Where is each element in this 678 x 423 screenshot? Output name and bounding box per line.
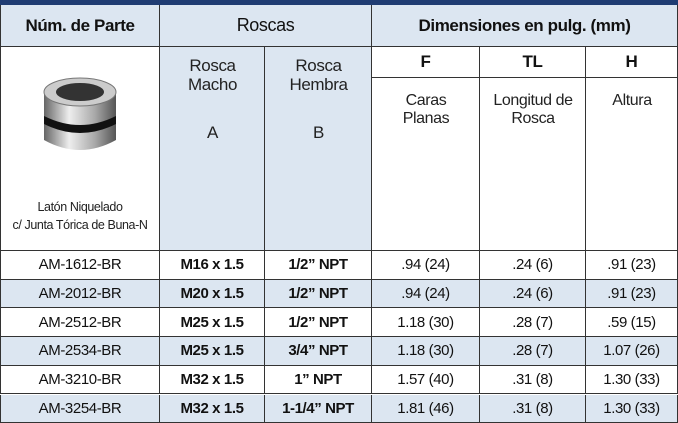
table-cell: 1.07 (26) (586, 337, 678, 366)
text: Macho (187, 75, 238, 94)
table-cell: AM-3254-BR (0, 394, 160, 423)
dim-desc-cell (480, 78, 586, 251)
table-cell: AM-2512-BR (0, 308, 160, 338)
text: Rosca (189, 56, 236, 75)
table-cell: 1.30 (33) (586, 394, 678, 423)
table-cell: .94 (24) (372, 251, 480, 280)
dim-letter: TL (480, 47, 586, 78)
table-cell: AM-2534-BR (0, 337, 160, 366)
table-cell: .24 (6) (480, 251, 586, 280)
dim-desc: Longitud de Rosca (480, 92, 586, 128)
table-cell: 1/2” NPT (265, 308, 372, 338)
table-cell: .31 (8) (480, 365, 586, 395)
header-cell: Núm. de Parte (0, 5, 160, 47)
text: Rosca (511, 110, 555, 127)
header-cell: Roscas (160, 5, 372, 47)
table-cell: 1” NPT (265, 365, 372, 395)
image-caption: Latón Niquelado (37, 200, 123, 214)
table-cell: M25 x 1.5 (160, 337, 265, 366)
table-cell: M20 x 1.5 (160, 279, 265, 309)
table-cell: .94 (24) (372, 279, 480, 309)
female-title: Rosca Hembra (265, 56, 372, 94)
table-cell: 1/2” NPT (265, 279, 372, 309)
table-cell: M16 x 1.5 (160, 251, 265, 280)
table-cell: .28 (7) (480, 337, 586, 366)
image-caption: c/ Junta Tórica de Buna-N (12, 218, 148, 232)
table-cell: M32 x 1.5 (160, 365, 265, 395)
text: Planas (402, 110, 450, 127)
table-cell: 1.81 (46) (372, 394, 480, 423)
table-cell: 1.30 (33) (586, 365, 678, 395)
table-cell: 1.18 (30) (372, 308, 480, 338)
dim-desc: Caras Planas (372, 92, 480, 128)
female-cell (265, 47, 372, 251)
dim-desc: Altura (612, 92, 652, 109)
text: Hembra (289, 75, 348, 94)
male-letter: A (207, 123, 218, 142)
table-cell: .91 (23) (586, 251, 678, 280)
dim-desc-cell (372, 78, 480, 251)
table-cell: AM-3210-BR (0, 365, 160, 395)
table-cell: 1.57 (40) (372, 365, 480, 395)
male-title: Rosca Macho (160, 56, 265, 94)
table-cell: M32 x 1.5 (160, 394, 265, 423)
table-cell: AM-1612-BR (0, 251, 160, 280)
product-image (43, 77, 117, 150)
top-band (0, 0, 678, 5)
text: Longitud de (493, 92, 573, 109)
table-cell: 3/4” NPT (265, 337, 372, 366)
table-cell: 1-1/4” NPT (265, 394, 372, 423)
text: Caras (405, 92, 447, 109)
female-letter: B (313, 123, 324, 142)
dim-letter: H (586, 47, 678, 78)
table-cell: .59 (15) (586, 308, 678, 338)
header-cell: Dimensiones en pulg. (mm) (372, 5, 678, 47)
table-cell: M25 x 1.5 (160, 308, 265, 338)
table-cell: 1/2” NPT (265, 251, 372, 280)
table-cell: .28 (7) (480, 308, 586, 338)
table-cell: .31 (8) (480, 394, 586, 423)
table-cell: .24 (6) (480, 279, 586, 309)
table-cell: AM-2012-BR (0, 279, 160, 309)
image-cell (0, 47, 160, 251)
text: Rosca (295, 56, 342, 75)
table-cell: 1.18 (30) (372, 337, 480, 366)
male-cell (160, 47, 265, 251)
table-cell: .91 (23) (586, 279, 678, 309)
dim-letter: F (372, 47, 480, 78)
